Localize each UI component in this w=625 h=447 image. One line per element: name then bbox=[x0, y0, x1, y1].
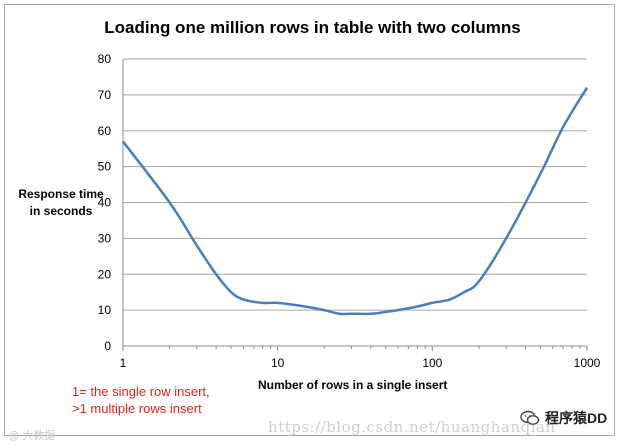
x-tick-label-1: 1 bbox=[120, 356, 127, 370]
watermark-brand-text: 程序猿DD bbox=[545, 410, 608, 426]
y-axis-label: Response time in seconds bbox=[8, 186, 114, 220]
y-axis-label-line-2: in seconds bbox=[29, 204, 93, 218]
watermark-url: https://blog.csdn.net/huanghanqian bbox=[268, 418, 556, 436]
y-tick-label-30: 30 bbox=[98, 231, 112, 245]
y-tick-label-70: 70 bbox=[98, 88, 112, 102]
chart-title: Loading one million rows in table with t… bbox=[104, 18, 521, 37]
legend-note: 1= the single row insert, >1 multiple ro… bbox=[72, 383, 210, 417]
y-tick-label-60: 60 bbox=[98, 124, 112, 138]
y-tick-label-20: 20 bbox=[98, 267, 112, 281]
y-tick-label-80: 80 bbox=[98, 52, 112, 66]
series-line-0 bbox=[122, 87, 589, 316]
y-axis-label-line-1: Response time bbox=[18, 187, 104, 201]
y-tick-label-50: 50 bbox=[98, 160, 112, 174]
y-tick-label-40: 40 bbox=[98, 196, 112, 210]
chart-frame bbox=[4, 4, 615, 436]
x-tick-label-10: 10 bbox=[271, 356, 285, 370]
y-tick-label-0: 0 bbox=[104, 339, 111, 353]
legend-note-line-1: 1= the single row insert, bbox=[72, 384, 210, 399]
wechat-icon bbox=[520, 410, 540, 425]
x-axis-label: Number of rows in a single insert bbox=[258, 378, 448, 392]
x-tick-label-1000: 1000 bbox=[574, 356, 601, 370]
y-tick-label-10: 10 bbox=[98, 303, 112, 317]
legend-note-line-2: >1 multiple rows insert bbox=[72, 401, 202, 416]
watermark-brand: 程序猿DD bbox=[520, 408, 607, 428]
x-tick-label-100: 100 bbox=[422, 356, 442, 370]
watermark-left: @ 大数据 bbox=[8, 430, 56, 442]
